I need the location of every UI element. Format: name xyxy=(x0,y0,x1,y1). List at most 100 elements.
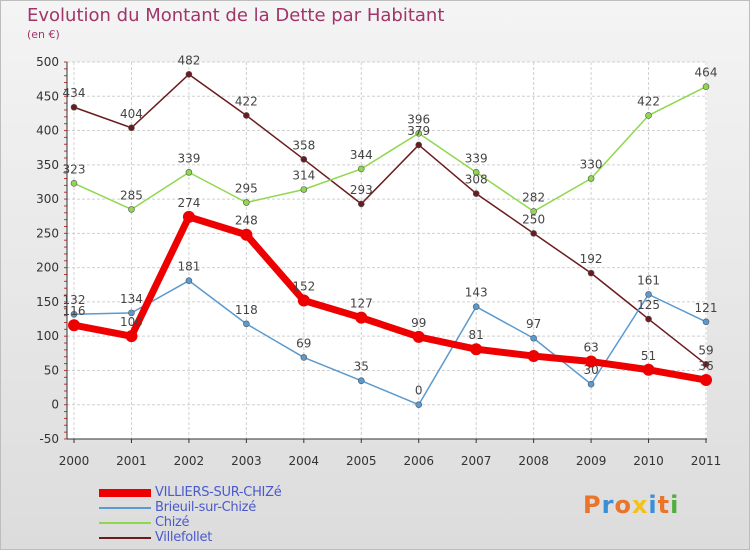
data-point xyxy=(587,269,595,277)
data-point xyxy=(300,354,308,361)
data-point xyxy=(530,334,537,342)
data-point xyxy=(300,186,308,193)
data-point xyxy=(125,330,138,343)
data-label: 134 xyxy=(120,292,143,306)
data-label: 274 xyxy=(177,196,200,210)
data-label: 308 xyxy=(465,173,488,187)
data-label: 0 xyxy=(415,384,423,398)
data-point xyxy=(415,401,423,409)
data-point xyxy=(300,156,308,163)
data-point xyxy=(645,291,652,298)
y-tick-label: 150 xyxy=(36,295,59,309)
x-tick-label: 2000 xyxy=(59,454,90,468)
y-tick-label: 350 xyxy=(36,158,59,172)
data-point xyxy=(530,230,537,237)
y-tick-label: 100 xyxy=(36,329,59,343)
chart-subtitle: (en €) xyxy=(27,28,60,41)
data-point xyxy=(472,303,480,311)
y-tick-label: 500 xyxy=(36,55,59,69)
data-label: 35 xyxy=(354,360,369,374)
data-label: 69 xyxy=(296,336,311,350)
x-tick-label: 2005 xyxy=(346,454,377,468)
data-label: 143 xyxy=(465,286,488,300)
data-point xyxy=(472,169,480,176)
data-point xyxy=(530,208,537,215)
data-point xyxy=(587,380,595,388)
x-tick-label: 2011 xyxy=(691,454,722,468)
data-label: 282 xyxy=(522,190,545,204)
brand-letter: i xyxy=(648,491,658,519)
series-line xyxy=(73,85,707,213)
brand-letter: t xyxy=(657,491,671,519)
brand-letter: r xyxy=(601,491,615,519)
data-label: 63 xyxy=(583,341,598,355)
data-point xyxy=(70,310,78,318)
data-point xyxy=(68,319,80,332)
legend-swatch-brieuil xyxy=(99,506,151,509)
legend-item-brieuil[interactable]: Brieuil-sur-Chizé xyxy=(99,500,281,515)
data-label: 118 xyxy=(235,303,258,317)
data-point xyxy=(128,206,135,213)
data-point xyxy=(527,350,540,363)
legend-item-chize[interactable]: Chizé xyxy=(99,515,281,530)
data-point xyxy=(243,112,250,119)
data-point xyxy=(185,169,193,176)
data-label: 192 xyxy=(580,252,603,266)
data-label: 161 xyxy=(637,273,660,287)
data-label-layer: 434 404 482 422 358 293 379 308 250 192 125 59 323 28… xyxy=(63,53,718,397)
legend: VILLIERS-SUR-CHIZé Brieuil-sur-Chizé Chi… xyxy=(99,485,282,545)
y-tick-label: 250 xyxy=(36,226,59,240)
legend-swatch-chize xyxy=(99,521,151,524)
y-tick-label: 450 xyxy=(36,89,59,103)
x-tick-label: 2003 xyxy=(231,454,262,468)
legend-item-villefollet[interactable]: Villefollet xyxy=(99,530,281,545)
data-point xyxy=(700,374,712,387)
data-point xyxy=(702,360,710,368)
y-tick-label: -50 xyxy=(39,432,59,446)
data-point xyxy=(357,200,365,208)
brand-letter: o xyxy=(614,491,632,519)
data-point xyxy=(185,277,193,284)
data-label: 285 xyxy=(120,188,143,202)
brand-logo: Proxiti xyxy=(583,491,679,519)
data-label: 81 xyxy=(469,328,484,342)
data-point xyxy=(415,129,423,137)
legend-label-brieuil: Brieuil-sur-Chizé xyxy=(155,500,256,515)
data-point xyxy=(357,165,365,173)
legend-item-villiers[interactable]: VILLIERS-SUR-CHIZé xyxy=(99,485,282,500)
data-point xyxy=(185,71,193,78)
data-label: 482 xyxy=(177,53,200,67)
data-label: 404 xyxy=(120,107,143,121)
plot-area xyxy=(67,62,707,439)
data-label: 379 xyxy=(407,124,430,138)
data-label: 100 xyxy=(120,315,143,329)
x-tick-label: 2010 xyxy=(633,454,664,468)
data-point xyxy=(585,355,598,368)
brand-letter: P xyxy=(583,491,602,519)
chart-title: Evolution du Montant de la Dette par Hab… xyxy=(27,5,445,26)
data-label: 314 xyxy=(292,168,315,182)
data-point xyxy=(128,124,135,132)
data-label: 51 xyxy=(641,349,656,363)
data-label: 36 xyxy=(698,359,713,373)
data-label: 181 xyxy=(177,260,200,274)
data-label: 344 xyxy=(350,148,373,162)
x-tick-label: 2001 xyxy=(116,454,147,468)
data-label: 97 xyxy=(526,317,541,331)
data-point xyxy=(415,141,423,149)
y-tick-label: 0 xyxy=(51,398,59,412)
data-label: 330 xyxy=(580,158,603,172)
data-point xyxy=(243,199,250,206)
x-tick-label: 2009 xyxy=(576,454,607,468)
data-label: 59 xyxy=(698,343,713,357)
data-point xyxy=(412,330,425,343)
y-tick-label: 300 xyxy=(36,192,59,206)
data-label: 248 xyxy=(235,214,258,228)
data-label: 250 xyxy=(522,212,545,226)
data-point xyxy=(642,363,655,376)
data-point xyxy=(472,190,480,197)
brand-letter: x xyxy=(631,491,649,519)
data-label: 339 xyxy=(465,151,488,165)
data-label: 30 xyxy=(583,363,598,377)
